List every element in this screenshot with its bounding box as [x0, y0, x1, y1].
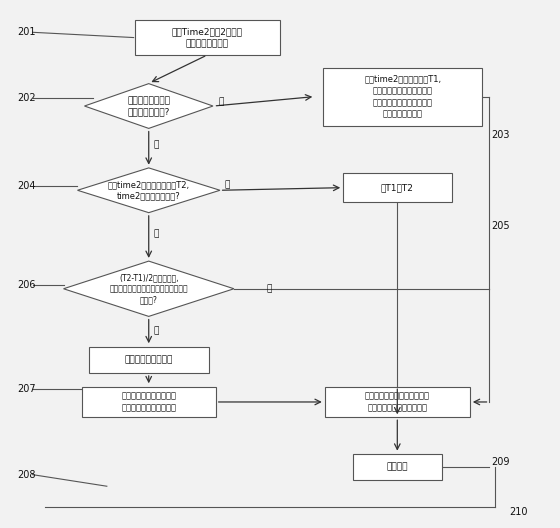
Polygon shape: [63, 261, 234, 316]
Text: 读取time2第一次计数值T1,
并保存计数值。初始自己的
捕获状态机为等待第二个下
降延输入捕获中断: 读取time2第一次计数值T1, 并保存计数值。初始自己的 捕获状态机为等待第二…: [365, 74, 441, 119]
Text: 是: 是: [218, 97, 224, 106]
Text: 退出中断: 退出中断: [386, 462, 408, 472]
Text: 209: 209: [491, 457, 510, 467]
Text: 读取time2的第二次计时值T2,
time2计数是不是溢出?: 读取time2的第二次计时值T2, time2计数是不是溢出?: [108, 180, 190, 200]
Polygon shape: [85, 83, 213, 128]
FancyBboxPatch shape: [353, 454, 442, 480]
Text: 是: 是: [224, 181, 230, 190]
Text: (T2-T1)/2求码元宽度,
这次所得码元宽度是否小于上次所得码
元宽度?: (T2-T1)/2求码元宽度, 这次所得码元宽度是否小于上次所得码 元宽度?: [109, 273, 188, 304]
FancyBboxPatch shape: [343, 173, 452, 202]
Text: 202: 202: [17, 93, 36, 103]
Text: 否: 否: [266, 284, 272, 293]
FancyBboxPatch shape: [135, 21, 280, 55]
Text: 207: 207: [17, 384, 36, 394]
Text: 201: 201: [17, 27, 36, 37]
Text: 是否是正在等待捕
获第一个下降延?: 是否是正在等待捕 获第一个下降延?: [127, 96, 170, 116]
Text: 210: 210: [509, 506, 528, 516]
Text: 否: 否: [154, 229, 159, 238]
Polygon shape: [77, 168, 220, 213]
Text: 206: 206: [17, 280, 36, 290]
Text: 203: 203: [491, 130, 510, 140]
FancyBboxPatch shape: [325, 386, 470, 417]
Text: 初始自己的捕获状态机为等待
第一个下降延输入捕获中断: 初始自己的捕获状态机为等待 第一个下降延输入捕获中断: [365, 392, 430, 412]
Text: 标记全局捕获结果标志为
已经完成捕获两个下降延: 标记全局捕获结果标志为 已经完成捕获两个下降延: [121, 392, 176, 412]
FancyBboxPatch shape: [88, 347, 209, 373]
Text: 如果Time2通道2下降延
输入捕获中断触发: 如果Time2通道2下降延 输入捕获中断触发: [172, 27, 243, 48]
FancyBboxPatch shape: [323, 68, 483, 126]
FancyBboxPatch shape: [82, 386, 216, 417]
Text: 清T1、T2: 清T1、T2: [381, 183, 414, 192]
Text: 204: 204: [17, 181, 36, 191]
Text: 是: 是: [154, 326, 159, 335]
Text: 否: 否: [154, 140, 159, 149]
Text: 更新最小码元宽度值: 更新最小码元宽度值: [124, 355, 173, 364]
Text: 208: 208: [17, 469, 36, 479]
Text: 205: 205: [491, 221, 510, 231]
